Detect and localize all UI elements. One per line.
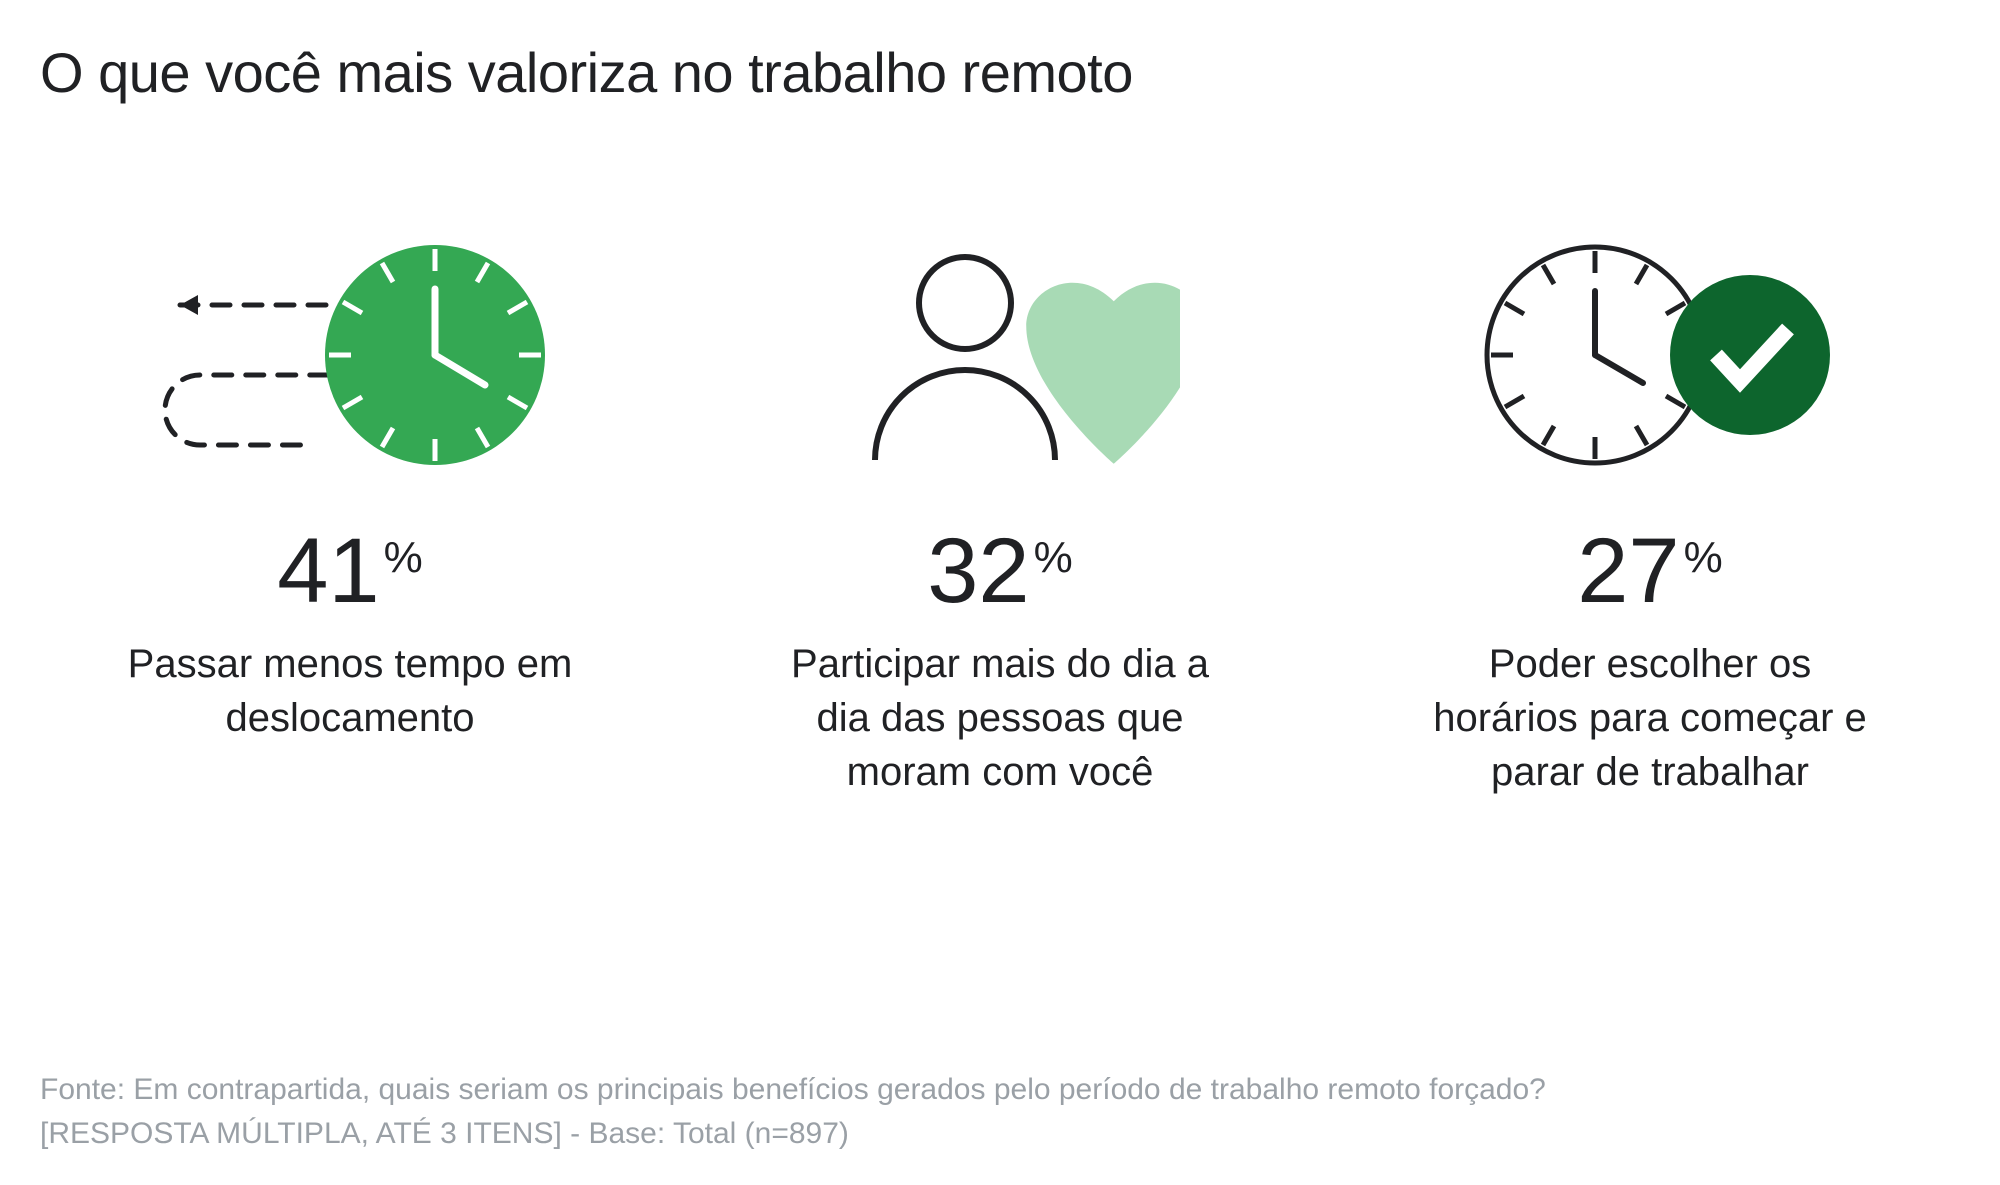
infographic-page: O que você mais valoriza no trabalho rem… — [0, 0, 2000, 1185]
pct-number: 27 — [1577, 525, 1679, 617]
pct-number: 41 — [277, 525, 379, 617]
stat-label: Passar menos tempo em deslocamento — [120, 637, 580, 745]
person-heart-icon — [820, 225, 1180, 485]
pct-symbol: % — [1034, 533, 1073, 583]
pct-symbol: % — [1684, 533, 1723, 583]
stats-row: 41 % Passar menos tempo em deslocamento … — [40, 225, 1960, 1028]
footer: Fonte: Em contrapartida, quais seriam os… — [40, 1028, 1960, 1155]
stat-schedule: 27 % Poder escolher os horários para com… — [1400, 225, 1900, 1028]
footer-source: Fonte: Em contrapartida, quais seriam os… — [40, 1068, 1960, 1112]
clock-check-icon — [1440, 225, 1860, 485]
stat-commute: 41 % Passar menos tempo em deslocamento — [100, 225, 600, 1028]
commute-clock-icon — [140, 225, 560, 485]
pct-number: 32 — [927, 525, 1029, 617]
footer-base: [RESPOSTA MÚLTIPLA, ATÉ 3 ITENS] - Base:… — [40, 1112, 1960, 1156]
stat-label: Poder escolher os horários para começar … — [1420, 637, 1880, 799]
stat-label: Participar mais do dia a dia das pessoas… — [770, 637, 1230, 799]
stat-family: 32 % Participar mais do dia a dia das pe… — [750, 225, 1250, 1028]
pct-symbol: % — [384, 533, 423, 583]
page-title: O que você mais valoriza no trabalho rem… — [40, 40, 1960, 105]
stat-value: 32 % — [927, 525, 1072, 617]
stat-value: 41 % — [277, 525, 422, 617]
stat-value: 27 % — [1577, 525, 1722, 617]
